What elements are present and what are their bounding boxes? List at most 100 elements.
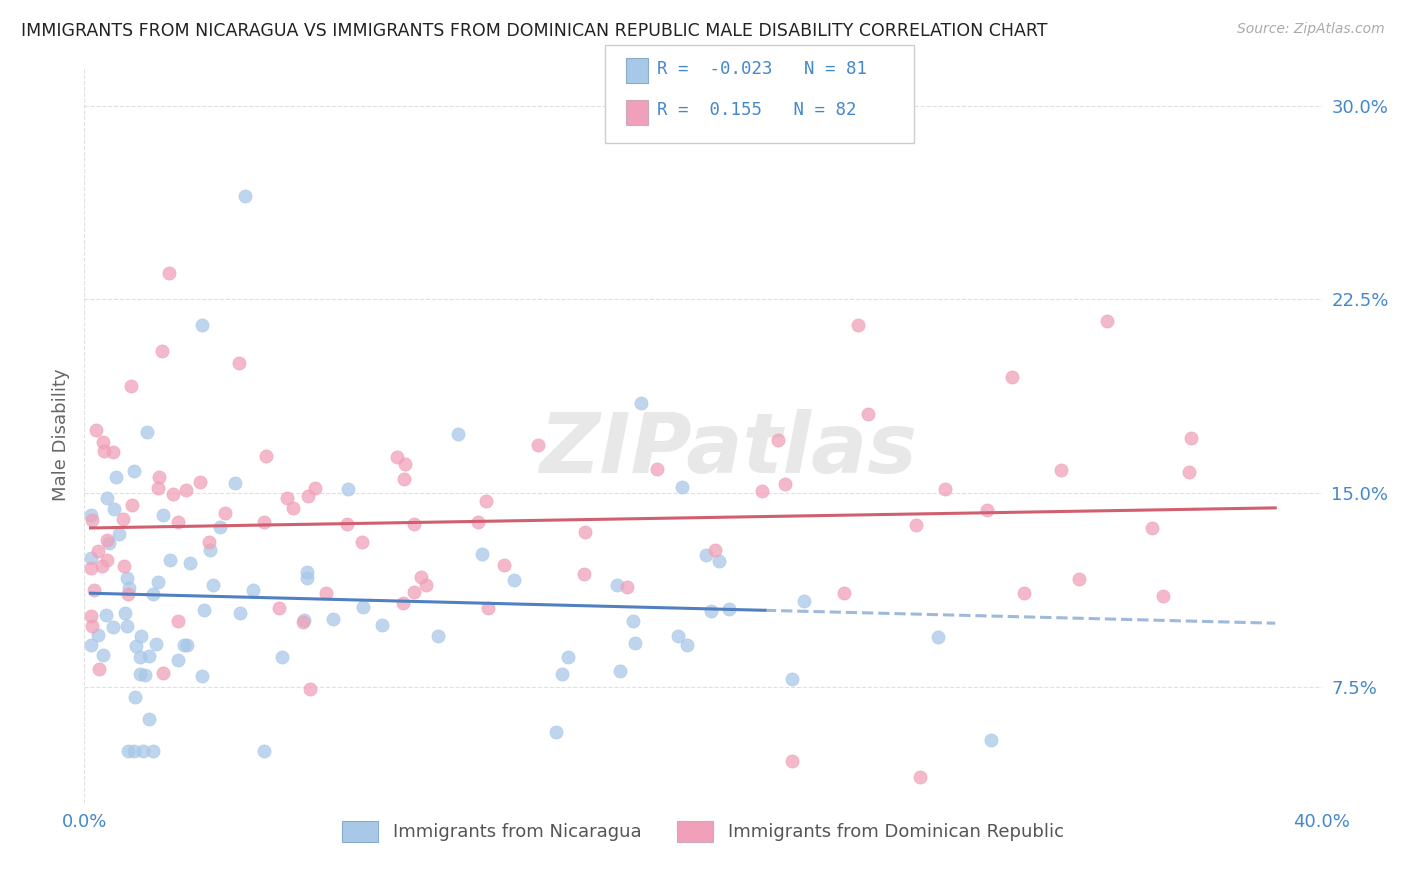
Point [142,744,165,758]
Point [167,614,190,628]
Point [352,599,374,614]
Point [751,484,773,499]
Point [630,395,652,409]
Point [91,435,114,450]
Point [477,600,499,615]
Point [976,502,998,516]
Point [415,578,437,592]
Point [150,343,173,358]
Point [104,470,127,484]
Point [1050,463,1073,477]
Point [544,724,567,739]
Point [91,558,114,573]
Point [645,462,668,476]
Point [125,639,148,653]
Text: Source: ZipAtlas.com: Source: ZipAtlas.com [1237,22,1385,37]
Point [1012,586,1035,600]
Point [773,477,796,491]
Point [93,444,115,458]
Point [173,638,195,652]
Point [124,690,146,704]
Point [704,542,727,557]
Point [233,189,256,203]
Point [256,449,278,463]
Point [297,571,319,585]
Point [79,508,101,523]
Point [834,586,856,600]
Point [134,668,156,682]
Point [152,508,174,522]
Point [315,585,337,599]
Point [666,629,689,643]
Point [404,585,426,599]
Point [1001,369,1024,384]
Point [91,648,114,663]
Point [79,609,101,624]
Point [385,450,408,464]
Text: R =  0.155   N = 82: R = 0.155 N = 82 [657,101,856,119]
Point [112,559,135,574]
Point [103,619,125,633]
Point [557,650,579,665]
Point [1069,572,1091,586]
Point [267,600,290,615]
Point [297,489,319,503]
Point [304,481,326,495]
Point [224,476,246,491]
Point [494,558,516,572]
Point [394,458,416,472]
Point [606,577,628,591]
Point [87,662,110,676]
Point [1152,590,1174,604]
Point [114,606,136,620]
Text: R =  -0.023   N = 81: R = -0.023 N = 81 [657,60,866,78]
Point [371,618,394,632]
Point [616,580,638,594]
Point [392,596,415,610]
Point [447,427,470,442]
Point [120,378,142,392]
Point [624,636,647,650]
Point [152,665,174,680]
Point [675,638,697,652]
Point [174,483,197,497]
Point [1177,465,1199,479]
Point [281,501,304,516]
Point [94,608,117,623]
Point [551,667,574,681]
Point [188,475,211,490]
Point [86,628,108,642]
Point [80,551,103,566]
Point [191,669,214,683]
Point [471,547,494,561]
Point [138,648,160,663]
Point [402,516,425,531]
Point [96,552,118,566]
Point [527,438,550,452]
Text: ZIPatlas: ZIPatlas [538,409,917,490]
Point [122,463,145,477]
Point [270,649,292,664]
Point [179,556,201,570]
Point [292,613,315,627]
Point [79,561,101,575]
Point [295,565,318,579]
Point [707,554,730,568]
Point [336,516,359,531]
Point [197,535,219,549]
Point [1180,431,1202,445]
Point [427,630,450,644]
Point [621,615,644,629]
Point [96,533,118,548]
Point [129,667,152,681]
Point [148,470,170,484]
Point [118,581,141,595]
Point [908,770,931,784]
Point [780,754,803,768]
Point [115,618,138,632]
Point [96,491,118,505]
Point [84,423,107,437]
Point [136,425,159,439]
Point [695,548,717,562]
Point [780,672,803,686]
